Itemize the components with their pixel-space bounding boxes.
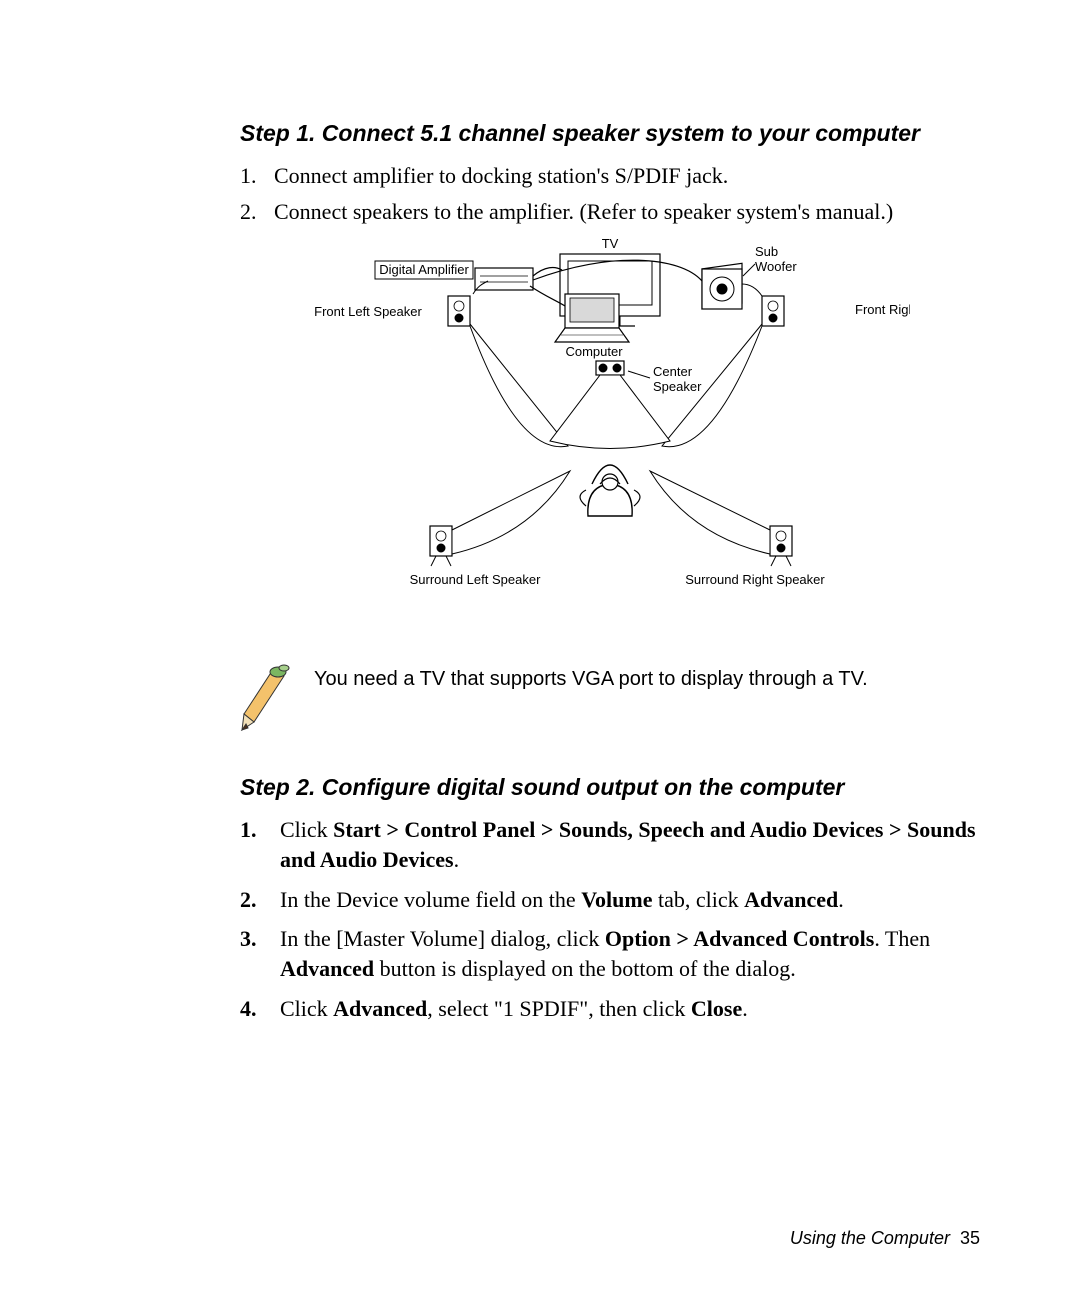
note-row: You need a TV that supports VGA port to … [240,664,980,734]
list-text: In the [Master Volume] dialog, click Opt… [280,924,980,983]
step1-title: Step 1. Connect 5.1 channel speaker syst… [240,120,980,147]
diagram-label-sub-l2: Woofer [755,259,797,274]
list-item: 4. Click Advanced, select "1 SPDIF", the… [240,994,980,1024]
list-item: 2. In the Device volume field on the Vol… [240,885,980,915]
list-number: 2. [240,197,274,227]
list-number: 2. [240,885,280,915]
diagram-label-computer: Computer [565,344,623,359]
list-text: Click Start > Control Panel > Sounds, Sp… [280,815,980,874]
list-number: 1. [240,161,274,191]
diagram-label-sr: Surround Right Speaker [685,572,825,587]
document-page: Step 1. Connect 5.1 channel speaker syst… [0,0,1080,1309]
diagram-label-center-l1: Center [653,364,693,379]
list-text: Connect amplifier to docking station's S… [274,161,728,191]
diagram-label-sub-l1: Sub [755,244,778,259]
diagram-label-center-l2: Speaker [653,379,702,394]
step2-title: Step 2. Configure digital sound output o… [240,774,980,801]
diagram-svg: TV Sub Woofer Digital Amplifier [310,236,910,636]
diagram-label-sl: Surround Left Speaker [410,572,541,587]
footer-page: 35 [960,1228,980,1248]
speaker-diagram: TV Sub Woofer Digital Amplifier [310,236,910,636]
note-text: You need a TV that supports VGA port to … [314,664,868,691]
step1-list: 1. Connect amplifier to docking station'… [240,161,980,226]
diagram-label-fr: Front Right Speaker [855,302,910,317]
list-item: 3. In the [Master Volume] dialog, click … [240,924,980,983]
pencil-icon [240,664,294,734]
diagram-label-amp: Digital Amplifier [379,262,469,277]
footer-label: Using the Computer [790,1228,950,1248]
list-number: 1. [240,815,280,874]
step2-list: 1. Click Start > Control Panel > Sounds,… [240,815,980,1023]
diagram-label-fl: Front Left Speaker [314,304,422,319]
list-number: 4. [240,994,280,1024]
list-text: Connect speakers to the amplifier. (Refe… [274,197,893,227]
diagram-label-tv: TV [602,236,619,251]
page-footer: Using the Computer 35 [790,1228,980,1249]
list-text: Click Advanced, select "1 SPDIF", then c… [280,994,980,1024]
list-item: 2. Connect speakers to the amplifier. (R… [240,197,980,227]
list-number: 3. [240,924,280,983]
list-item: 1. Connect amplifier to docking station'… [240,161,980,191]
list-item: 1. Click Start > Control Panel > Sounds,… [240,815,980,874]
list-text: In the Device volume field on the Volume… [280,885,980,915]
